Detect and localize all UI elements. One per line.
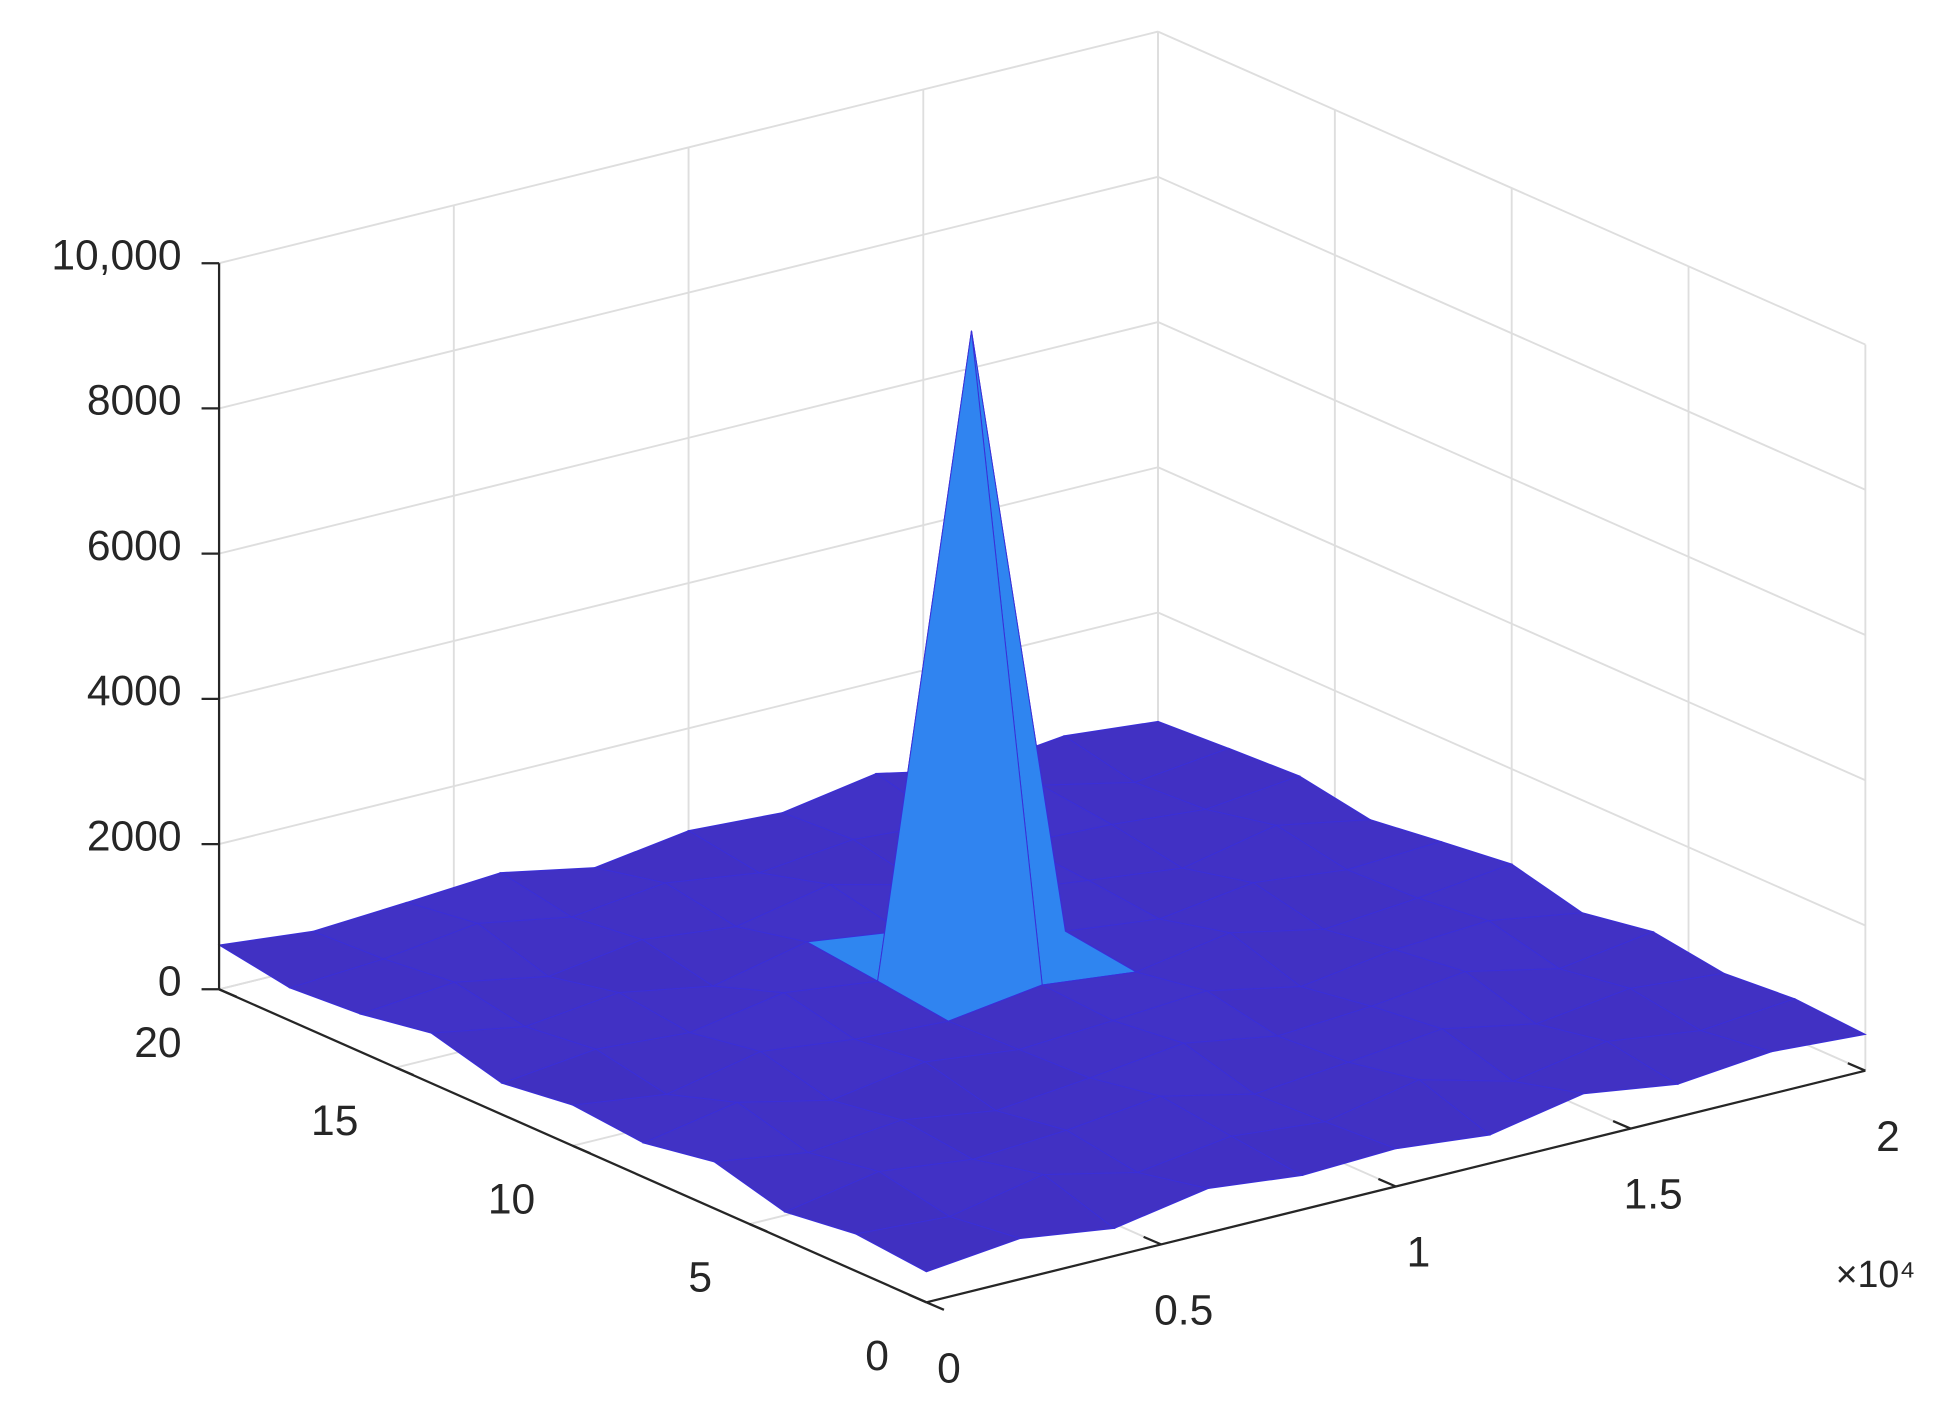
grid-line [1157, 466, 1866, 782]
grid-line [218, 30, 1159, 265]
grid-line [218, 466, 1159, 700]
y-tick-label: 20 [134, 1019, 181, 1067]
z-tick-label: 6000 [87, 522, 182, 570]
x-tick-label: 1.5 [1624, 1171, 1683, 1219]
surface-patch [854, 1216, 1022, 1273]
x-exponent-label: ×10⁴ [1836, 1253, 1916, 1295]
x-tick-label: 0 [937, 1344, 961, 1392]
z-tick-label: 4000 [87, 667, 182, 715]
y-tick [218, 988, 238, 998]
y-tick-label: 15 [311, 1097, 358, 1145]
grid-line [1157, 175, 1866, 491]
grid-line [218, 175, 1159, 410]
x-tick [1143, 1235, 1162, 1246]
y-tick [749, 1223, 768, 1233]
y-tick-label: 0 [865, 1332, 889, 1380]
surface [217, 330, 1867, 1273]
z-tick-label: 10,000 [51, 231, 181, 279]
y-tick [395, 1066, 414, 1077]
y-tick-label: 10 [488, 1175, 535, 1223]
x-tick-label: 1 [1407, 1229, 1431, 1277]
y-tick-label: 5 [688, 1254, 712, 1302]
grid-line [1157, 611, 1866, 927]
x-tick [908, 1293, 927, 1304]
z-tick-label: 8000 [87, 377, 182, 425]
x-tick [1377, 1177, 1397, 1188]
grid-line [218, 321, 1159, 555]
x-tick [1612, 1120, 1632, 1130]
z-tick-label: 2000 [87, 812, 182, 860]
x-tick-label: 2 [1876, 1113, 1900, 1161]
x-tick-label: 0.5 [1154, 1286, 1213, 1334]
z-tick-label: 0 [158, 958, 182, 1006]
y-tick [572, 1144, 591, 1155]
y-tick [925, 1301, 945, 1311]
grid-line [1157, 321, 1866, 636]
grid-line [1157, 30, 1866, 346]
axes: 0 2000 4000 6000 8000 10,000 0 5 10 15 20 0 0.5 1 1.5 2… [51, 231, 1915, 1392]
x-tick [1847, 1062, 1866, 1072]
